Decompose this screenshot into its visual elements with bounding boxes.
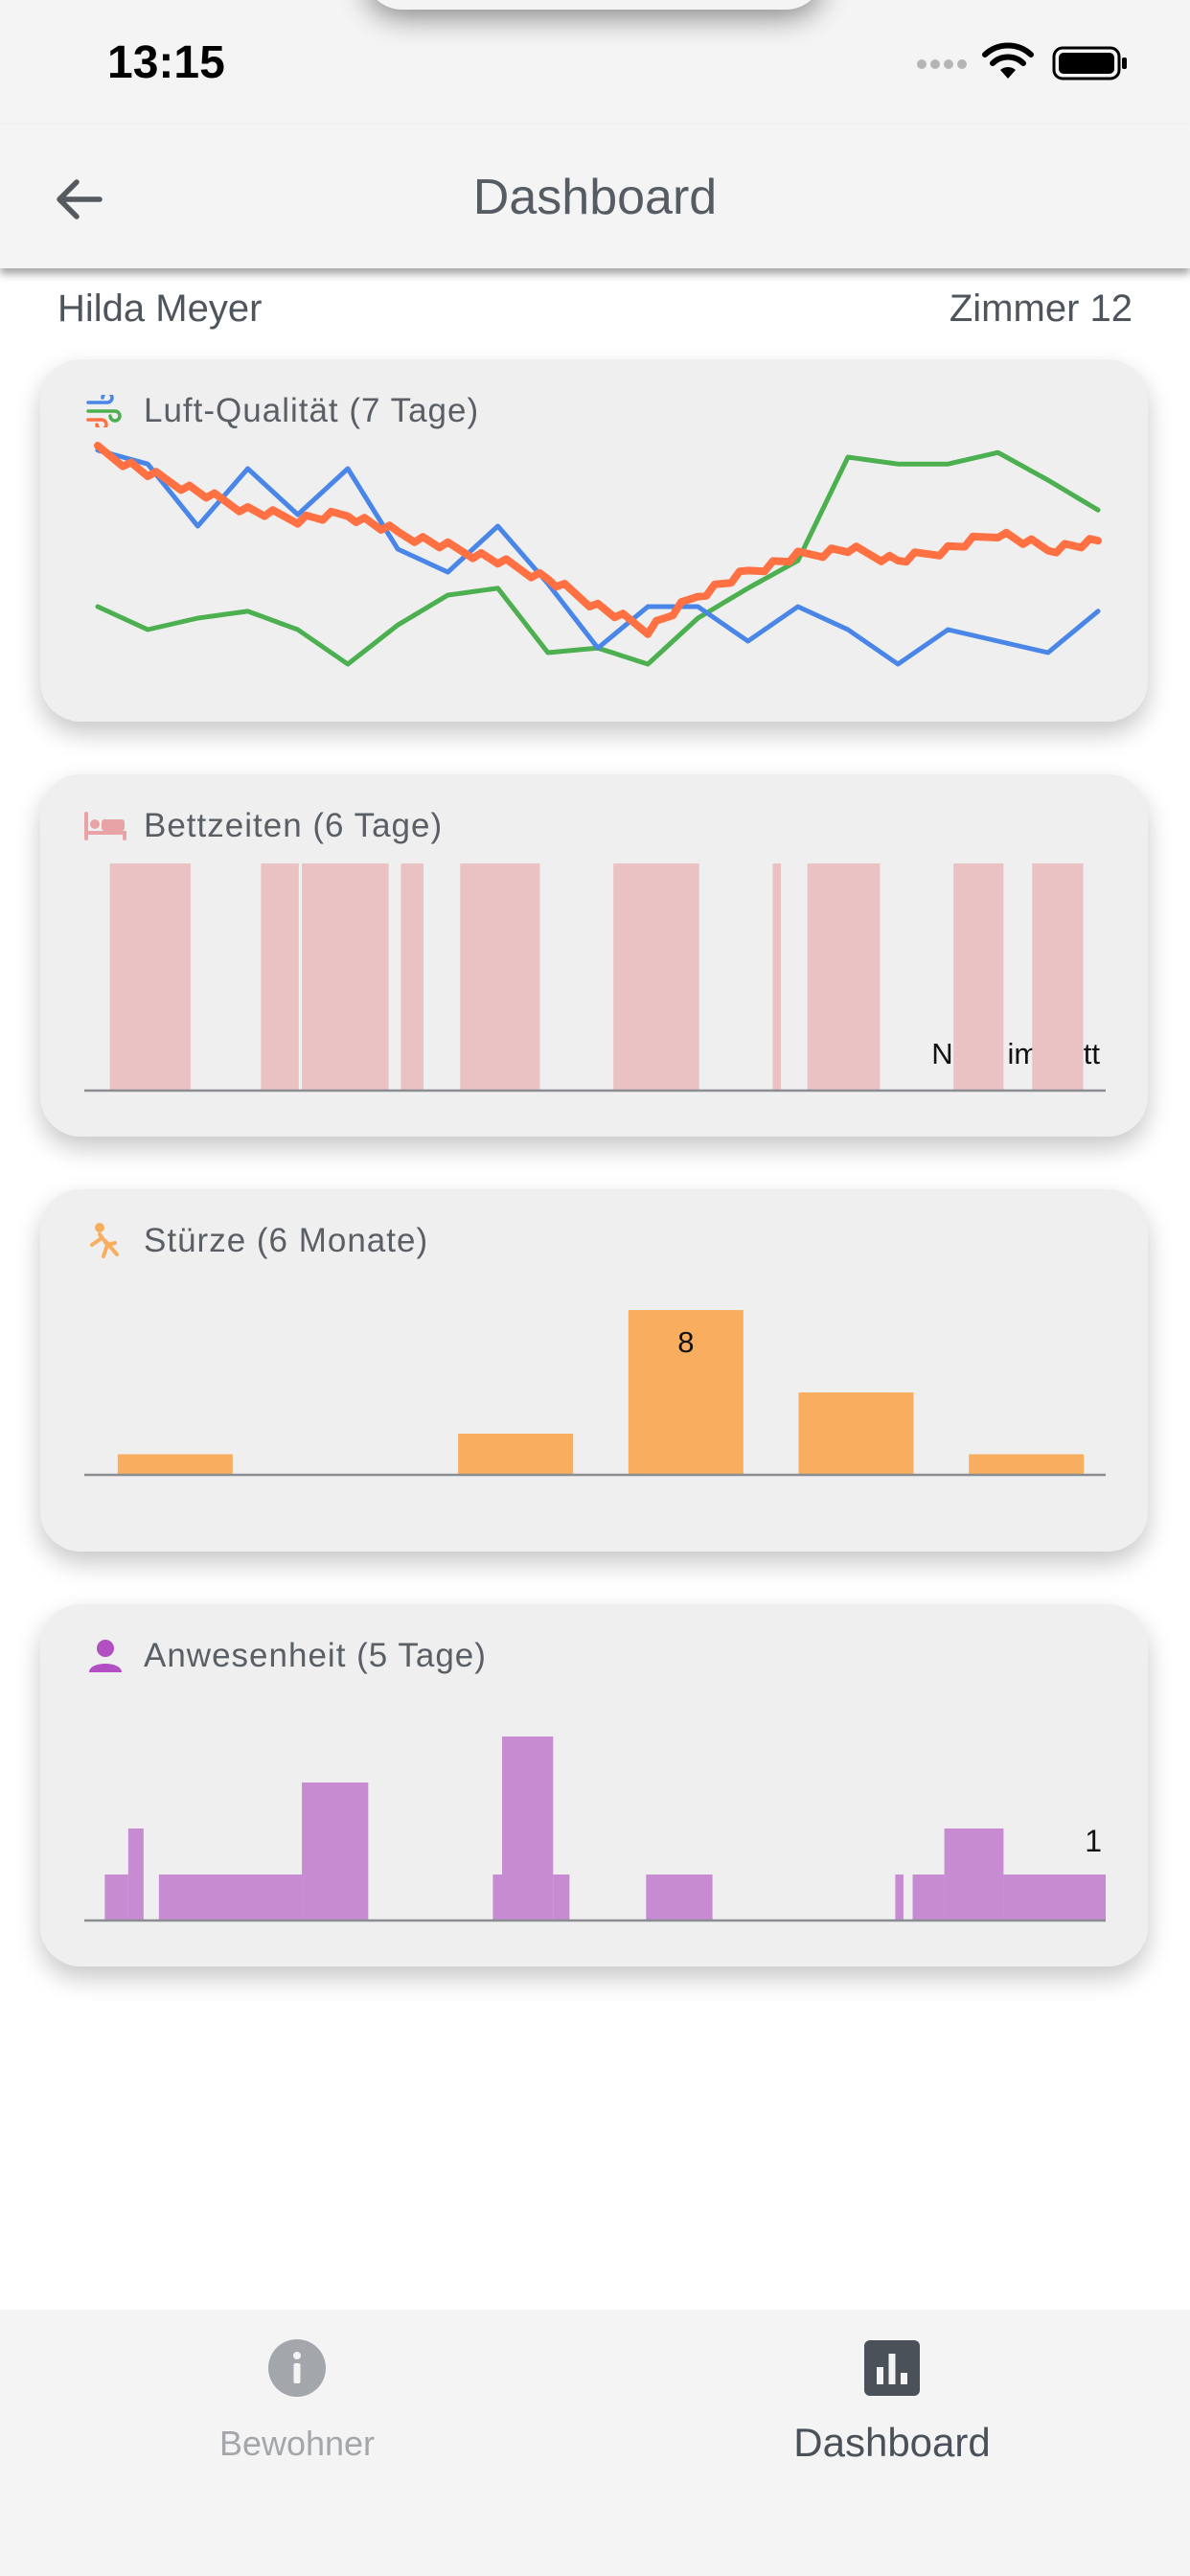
air-quality-title: Luft-Qualität (7 Tage) xyxy=(144,392,480,429)
presence-bar xyxy=(944,1828,1004,1920)
bed-times-chart: Nicht im Bett xyxy=(84,863,1106,1092)
app-bar: Dashboard xyxy=(0,125,1190,268)
presence-bar xyxy=(501,1736,554,1920)
presence-bar xyxy=(492,1874,502,1920)
air-icon xyxy=(84,390,126,432)
bed-interval-bar xyxy=(1032,863,1084,1091)
bed-interval-bar xyxy=(261,863,299,1091)
bed-interval-bar xyxy=(302,863,389,1091)
bed-interval-bar xyxy=(400,863,423,1091)
signal-dot-icon xyxy=(917,59,927,69)
info-icon xyxy=(268,2339,326,2397)
bed-interval-bar xyxy=(953,863,1004,1091)
status-time: 13:15 xyxy=(107,37,225,88)
presence-bar xyxy=(895,1874,904,1920)
falls-header: Stürze (6 Monate) xyxy=(84,1218,428,1264)
bed-times-header: Bettzeiten (6 Tage) xyxy=(84,803,443,849)
resident-name: Hilda Meyer xyxy=(57,288,263,330)
presence-bar xyxy=(158,1874,303,1920)
bar-chart-icon xyxy=(864,2340,920,2396)
presence-bar xyxy=(912,1874,945,1920)
presence-bar xyxy=(553,1874,570,1920)
signal-dot-icon xyxy=(944,59,953,69)
battery-icon xyxy=(1052,46,1127,80)
bed-times-card[interactable]: Bettzeiten (6 Tage) Nicht im Bett xyxy=(40,774,1148,1137)
signal-dot-icon xyxy=(930,59,940,69)
fall-icon xyxy=(84,1220,126,1262)
person-icon xyxy=(84,1635,126,1677)
bed-interval-bar xyxy=(109,863,191,1091)
nav-item-dashboard[interactable]: Dashboard xyxy=(700,2338,1084,2466)
presence-header: Anwesenheit (5 Tage) xyxy=(84,1633,487,1679)
bottom-navigation: Bewohner Dashboard xyxy=(0,2310,1190,2576)
falls-chart: 8 xyxy=(84,1310,1106,1477)
page-title: Dashboard xyxy=(472,170,718,225)
nav-label-bewohner: Bewohner xyxy=(218,2424,376,2463)
nav-label-dashboard: Dashboard xyxy=(793,2420,991,2465)
air-quality-header: Luft-Qualität (7 Tage) xyxy=(84,388,479,434)
presence-bar xyxy=(1019,1874,1106,1920)
presence-bar xyxy=(302,1782,369,1920)
bed-icon xyxy=(84,805,126,847)
bed-interval-bar xyxy=(613,863,699,1091)
presence-title: Anwesenheit (5 Tage) xyxy=(144,1637,487,1674)
status-bar: 13:15 xyxy=(0,0,1190,125)
air-quality-card[interactable]: Luft-Qualität (7 Tage) xyxy=(40,359,1148,722)
falls-bar xyxy=(628,1310,744,1475)
bed-interval-bar xyxy=(772,863,782,1091)
presence-card[interactable]: Anwesenheit (5 Tage) 1 xyxy=(40,1604,1148,1966)
air-series-line xyxy=(94,442,1102,638)
presence-bar xyxy=(104,1874,128,1920)
presence-bar xyxy=(1003,1874,1020,1920)
presence-bar xyxy=(646,1874,713,1920)
arrow-left-icon[interactable] xyxy=(50,171,107,228)
room-number: Zimmer 12 xyxy=(949,288,1133,330)
falls-bar xyxy=(798,1392,914,1475)
signal-dot-icon xyxy=(957,59,967,69)
nav-item-bewohner[interactable]: Bewohner xyxy=(105,2338,489,2464)
presence-bar xyxy=(127,1828,144,1920)
falls-title: Stürze (6 Monate) xyxy=(144,1222,429,1259)
falls-max-label: 8 xyxy=(677,1325,694,1359)
presence-chart-label: 1 xyxy=(1085,1824,1102,1858)
falls-bar xyxy=(969,1454,1085,1475)
falls-bar xyxy=(458,1434,574,1475)
bed-interval-bar xyxy=(807,863,881,1091)
falls-card[interactable]: Stürze (6 Monate) 8 xyxy=(40,1189,1148,1552)
bed-times-title: Bettzeiten (6 Tage) xyxy=(144,807,444,844)
wifi-icon xyxy=(982,42,1034,79)
air-quality-chart xyxy=(94,442,1102,667)
presence-chart: 1 xyxy=(84,1736,1106,1922)
air-series-line xyxy=(95,448,1101,667)
notch-shadow xyxy=(364,0,824,10)
falls-bar xyxy=(117,1454,233,1475)
bed-interval-bar xyxy=(460,863,540,1091)
